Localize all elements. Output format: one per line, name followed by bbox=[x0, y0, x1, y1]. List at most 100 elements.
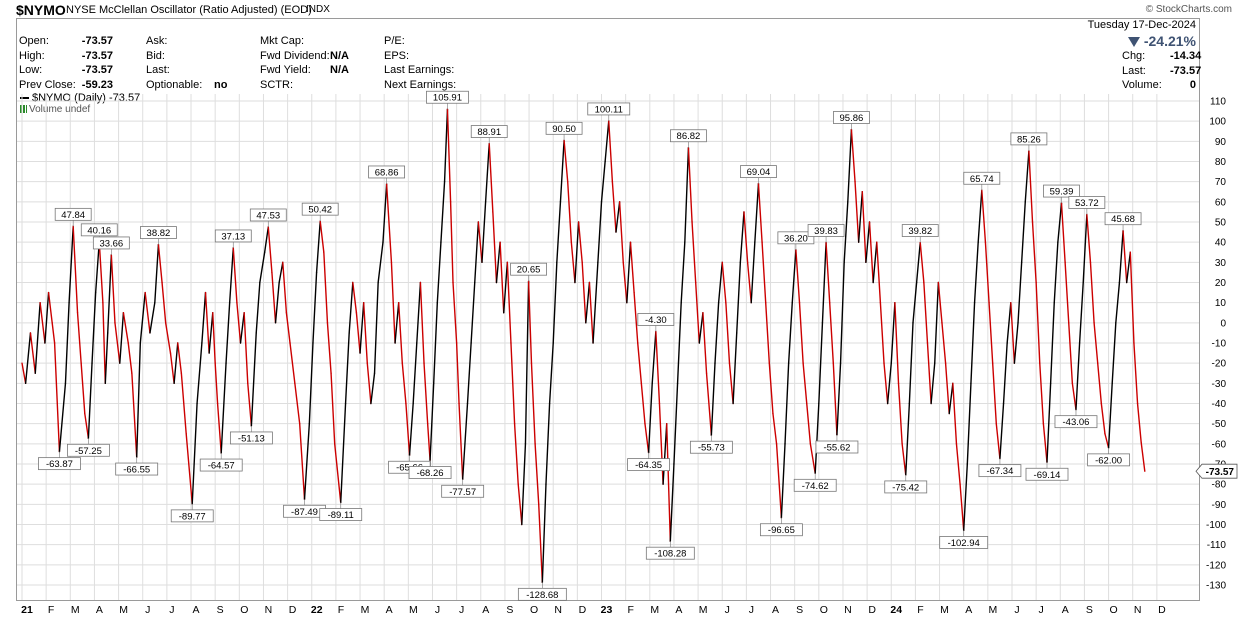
x-tick-label: M bbox=[650, 604, 659, 616]
line-segment bbox=[1013, 322, 1019, 364]
line-segment bbox=[948, 382, 954, 415]
x-tick-label: F bbox=[917, 604, 923, 616]
x-tick-label: M bbox=[988, 604, 997, 616]
line-segment bbox=[541, 483, 547, 584]
line-segment bbox=[394, 301, 400, 344]
line-segment bbox=[585, 281, 591, 324]
low-label: Low: bbox=[19, 64, 43, 76]
annotation-box bbox=[1104, 212, 1142, 226]
line-segment bbox=[319, 220, 325, 253]
x-tick-label: N bbox=[554, 604, 562, 616]
line-segment bbox=[212, 312, 216, 364]
annotation-label: -67.34 bbox=[986, 466, 1013, 477]
annotation-label: 105.91 bbox=[433, 93, 462, 104]
y-tick-label: 110 bbox=[1210, 97, 1226, 108]
y-tick-label: 80 bbox=[1215, 157, 1227, 168]
line-segment bbox=[952, 382, 958, 445]
line-segment bbox=[768, 362, 774, 415]
line-segment bbox=[732, 332, 738, 405]
y-tick-label: 40 bbox=[1215, 238, 1227, 249]
line-segment bbox=[1006, 301, 1012, 344]
percent-change: -24.21% bbox=[1088, 33, 1196, 50]
line-segment bbox=[232, 247, 238, 304]
line-segment bbox=[1125, 251, 1132, 284]
x-tick-label: F bbox=[627, 604, 633, 616]
line-segment bbox=[984, 241, 990, 304]
low-value: -73.57 bbox=[81, 64, 113, 76]
annotation-label: -51.13 bbox=[238, 433, 265, 444]
series-line-icon bbox=[20, 97, 29, 100]
line-segment bbox=[743, 211, 749, 264]
annotation-tag: 90.50 bbox=[545, 121, 583, 141]
annotation-box bbox=[408, 466, 452, 479]
bid-label: Bid: bbox=[146, 49, 165, 62]
line-segment bbox=[419, 281, 425, 364]
annotation-tag: -63.87 bbox=[38, 451, 81, 470]
annotation-tag: -66.55 bbox=[115, 457, 159, 476]
chg-value: -14.34 bbox=[1170, 50, 1202, 62]
oscillator-line bbox=[21, 108, 1146, 584]
annotation-tag: -77.57 bbox=[441, 479, 485, 498]
exchange-label: INDX bbox=[306, 4, 330, 15]
line-segment bbox=[326, 322, 332, 374]
line-segment bbox=[208, 312, 214, 354]
line-segment bbox=[340, 402, 347, 504]
line-segment bbox=[466, 342, 472, 405]
line-segment bbox=[780, 443, 786, 519]
line-segment bbox=[298, 422, 306, 500]
credit-link[interactable]: © StockCharts.com bbox=[1145, 4, 1232, 15]
annotation-box bbox=[670, 129, 707, 143]
line-segment bbox=[538, 503, 544, 584]
line-segment bbox=[51, 322, 56, 344]
x-tick-label: J bbox=[749, 604, 754, 616]
line-segment bbox=[282, 261, 288, 314]
line-segment bbox=[47, 291, 53, 324]
line-segment bbox=[861, 191, 867, 264]
annotation-box bbox=[301, 202, 339, 216]
line-segment bbox=[53, 342, 61, 453]
chart-frame bbox=[16, 18, 1200, 601]
volume-legend: Volume undef bbox=[29, 104, 91, 115]
line-segment bbox=[122, 312, 129, 344]
line-segment bbox=[385, 183, 393, 264]
summary-panel: Tuesday 17-Dec-2024 -24.21% Chg: -14.34 L… bbox=[1088, 19, 1202, 94]
line-segment bbox=[80, 362, 86, 415]
x-tick-label: A bbox=[675, 604, 682, 616]
line-segment bbox=[839, 261, 845, 364]
line-segment bbox=[1046, 382, 1052, 463]
optionable-label: Optionable: bbox=[146, 78, 203, 91]
annotation-tag: -102.94 bbox=[939, 530, 989, 549]
line-segment bbox=[44, 291, 50, 344]
annotation-label: -77.57 bbox=[449, 487, 476, 498]
line-segment bbox=[373, 281, 379, 374]
line-segment bbox=[1071, 382, 1077, 411]
line-segment bbox=[1086, 213, 1092, 264]
line-segment bbox=[545, 402, 551, 485]
x-tick-label: A bbox=[386, 604, 393, 616]
x-axis: 21 F M A M J J A S O N D 22 F M A M J J A S O N D 23 F M A M J J A S O N D 2… bbox=[21, 604, 1166, 616]
line-segment bbox=[962, 463, 969, 532]
annotation-box bbox=[963, 171, 1001, 185]
line-segment bbox=[890, 301, 896, 364]
line-segment bbox=[29, 332, 36, 374]
line-segment bbox=[973, 241, 979, 304]
annotation-box bbox=[689, 440, 733, 454]
line-segment bbox=[440, 180, 446, 243]
annotation-tag: -68.26 bbox=[408, 460, 452, 479]
x-tick-label: 24 bbox=[890, 604, 902, 616]
line-segment bbox=[872, 241, 878, 284]
line-segment bbox=[843, 201, 849, 264]
annotation-box bbox=[627, 458, 670, 472]
line-segment bbox=[1107, 382, 1113, 449]
line-segment bbox=[806, 402, 812, 445]
annotation-tag: -69.14 bbox=[1025, 462, 1069, 481]
nextearn-label: Next Earnings: bbox=[384, 78, 457, 91]
line-segment bbox=[611, 180, 617, 233]
annotation-label: 45.68 bbox=[1111, 214, 1135, 225]
line-segment bbox=[886, 362, 892, 405]
annotation-box bbox=[199, 458, 243, 472]
line-segment bbox=[412, 342, 418, 405]
annotation-box bbox=[115, 462, 159, 476]
x-tick-label: 23 bbox=[601, 604, 613, 616]
annotation-label: 90.50 bbox=[552, 124, 576, 135]
